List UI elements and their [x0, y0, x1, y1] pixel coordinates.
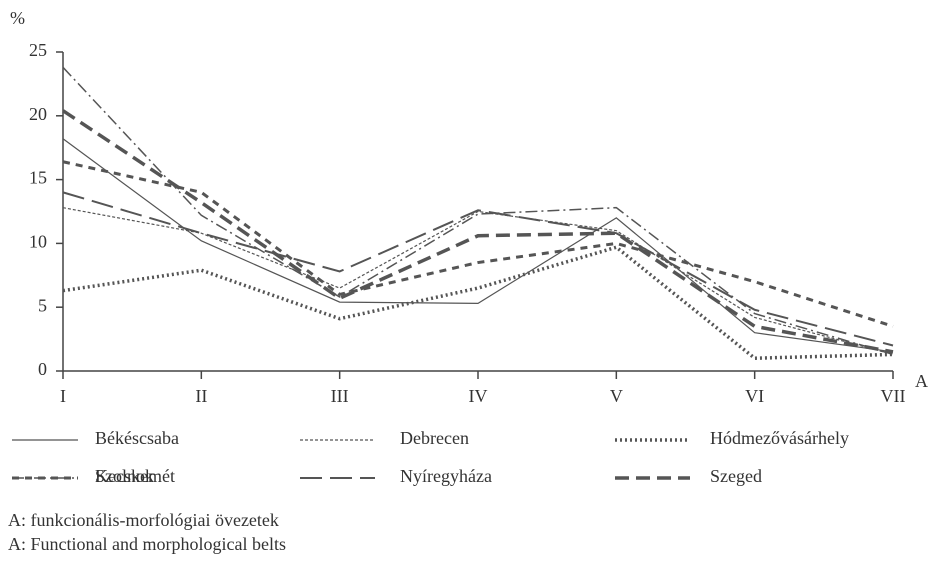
x-tick-label: II	[195, 386, 207, 406]
series-line	[62, 191, 894, 347]
x-tick-label: IV	[469, 386, 488, 406]
legend-label: Szeged	[710, 466, 762, 486]
note: A: Functional and morphological belts	[8, 534, 286, 554]
y-tick-label: 0	[38, 359, 47, 379]
x-axis-label: A	[915, 371, 928, 391]
legend-label: Hódmezővásárhely	[710, 428, 849, 448]
y-tick-label: 15	[29, 168, 47, 188]
y-tick-label: 5	[38, 295, 47, 315]
x-tick-label: V	[610, 386, 623, 406]
x-tick-label: VI	[745, 386, 764, 406]
y-axis-label: %	[10, 8, 25, 28]
x-tick-label: VII	[881, 386, 906, 406]
x-tick-label: I	[60, 386, 66, 406]
legend-label: Debrecen	[400, 428, 469, 448]
y-tick-label: 25	[29, 40, 47, 60]
series-line	[62, 66, 894, 356]
y-tick-label: 10	[29, 232, 47, 252]
y-tick-label: 20	[29, 104, 47, 124]
legend-label: Szolnok	[95, 466, 154, 486]
x-tick-label: III	[331, 386, 349, 406]
series-line	[62, 138, 894, 353]
series-line	[62, 109, 894, 354]
note: A: funkcionális-morfológiai övezetek	[8, 510, 279, 530]
series-line	[62, 160, 894, 328]
legend-label: Békéscsaba	[95, 428, 179, 448]
series-line	[62, 207, 894, 355]
legend-label: Nyíregyháza	[400, 466, 492, 486]
legend-label: Kecskemét	[95, 466, 175, 486]
